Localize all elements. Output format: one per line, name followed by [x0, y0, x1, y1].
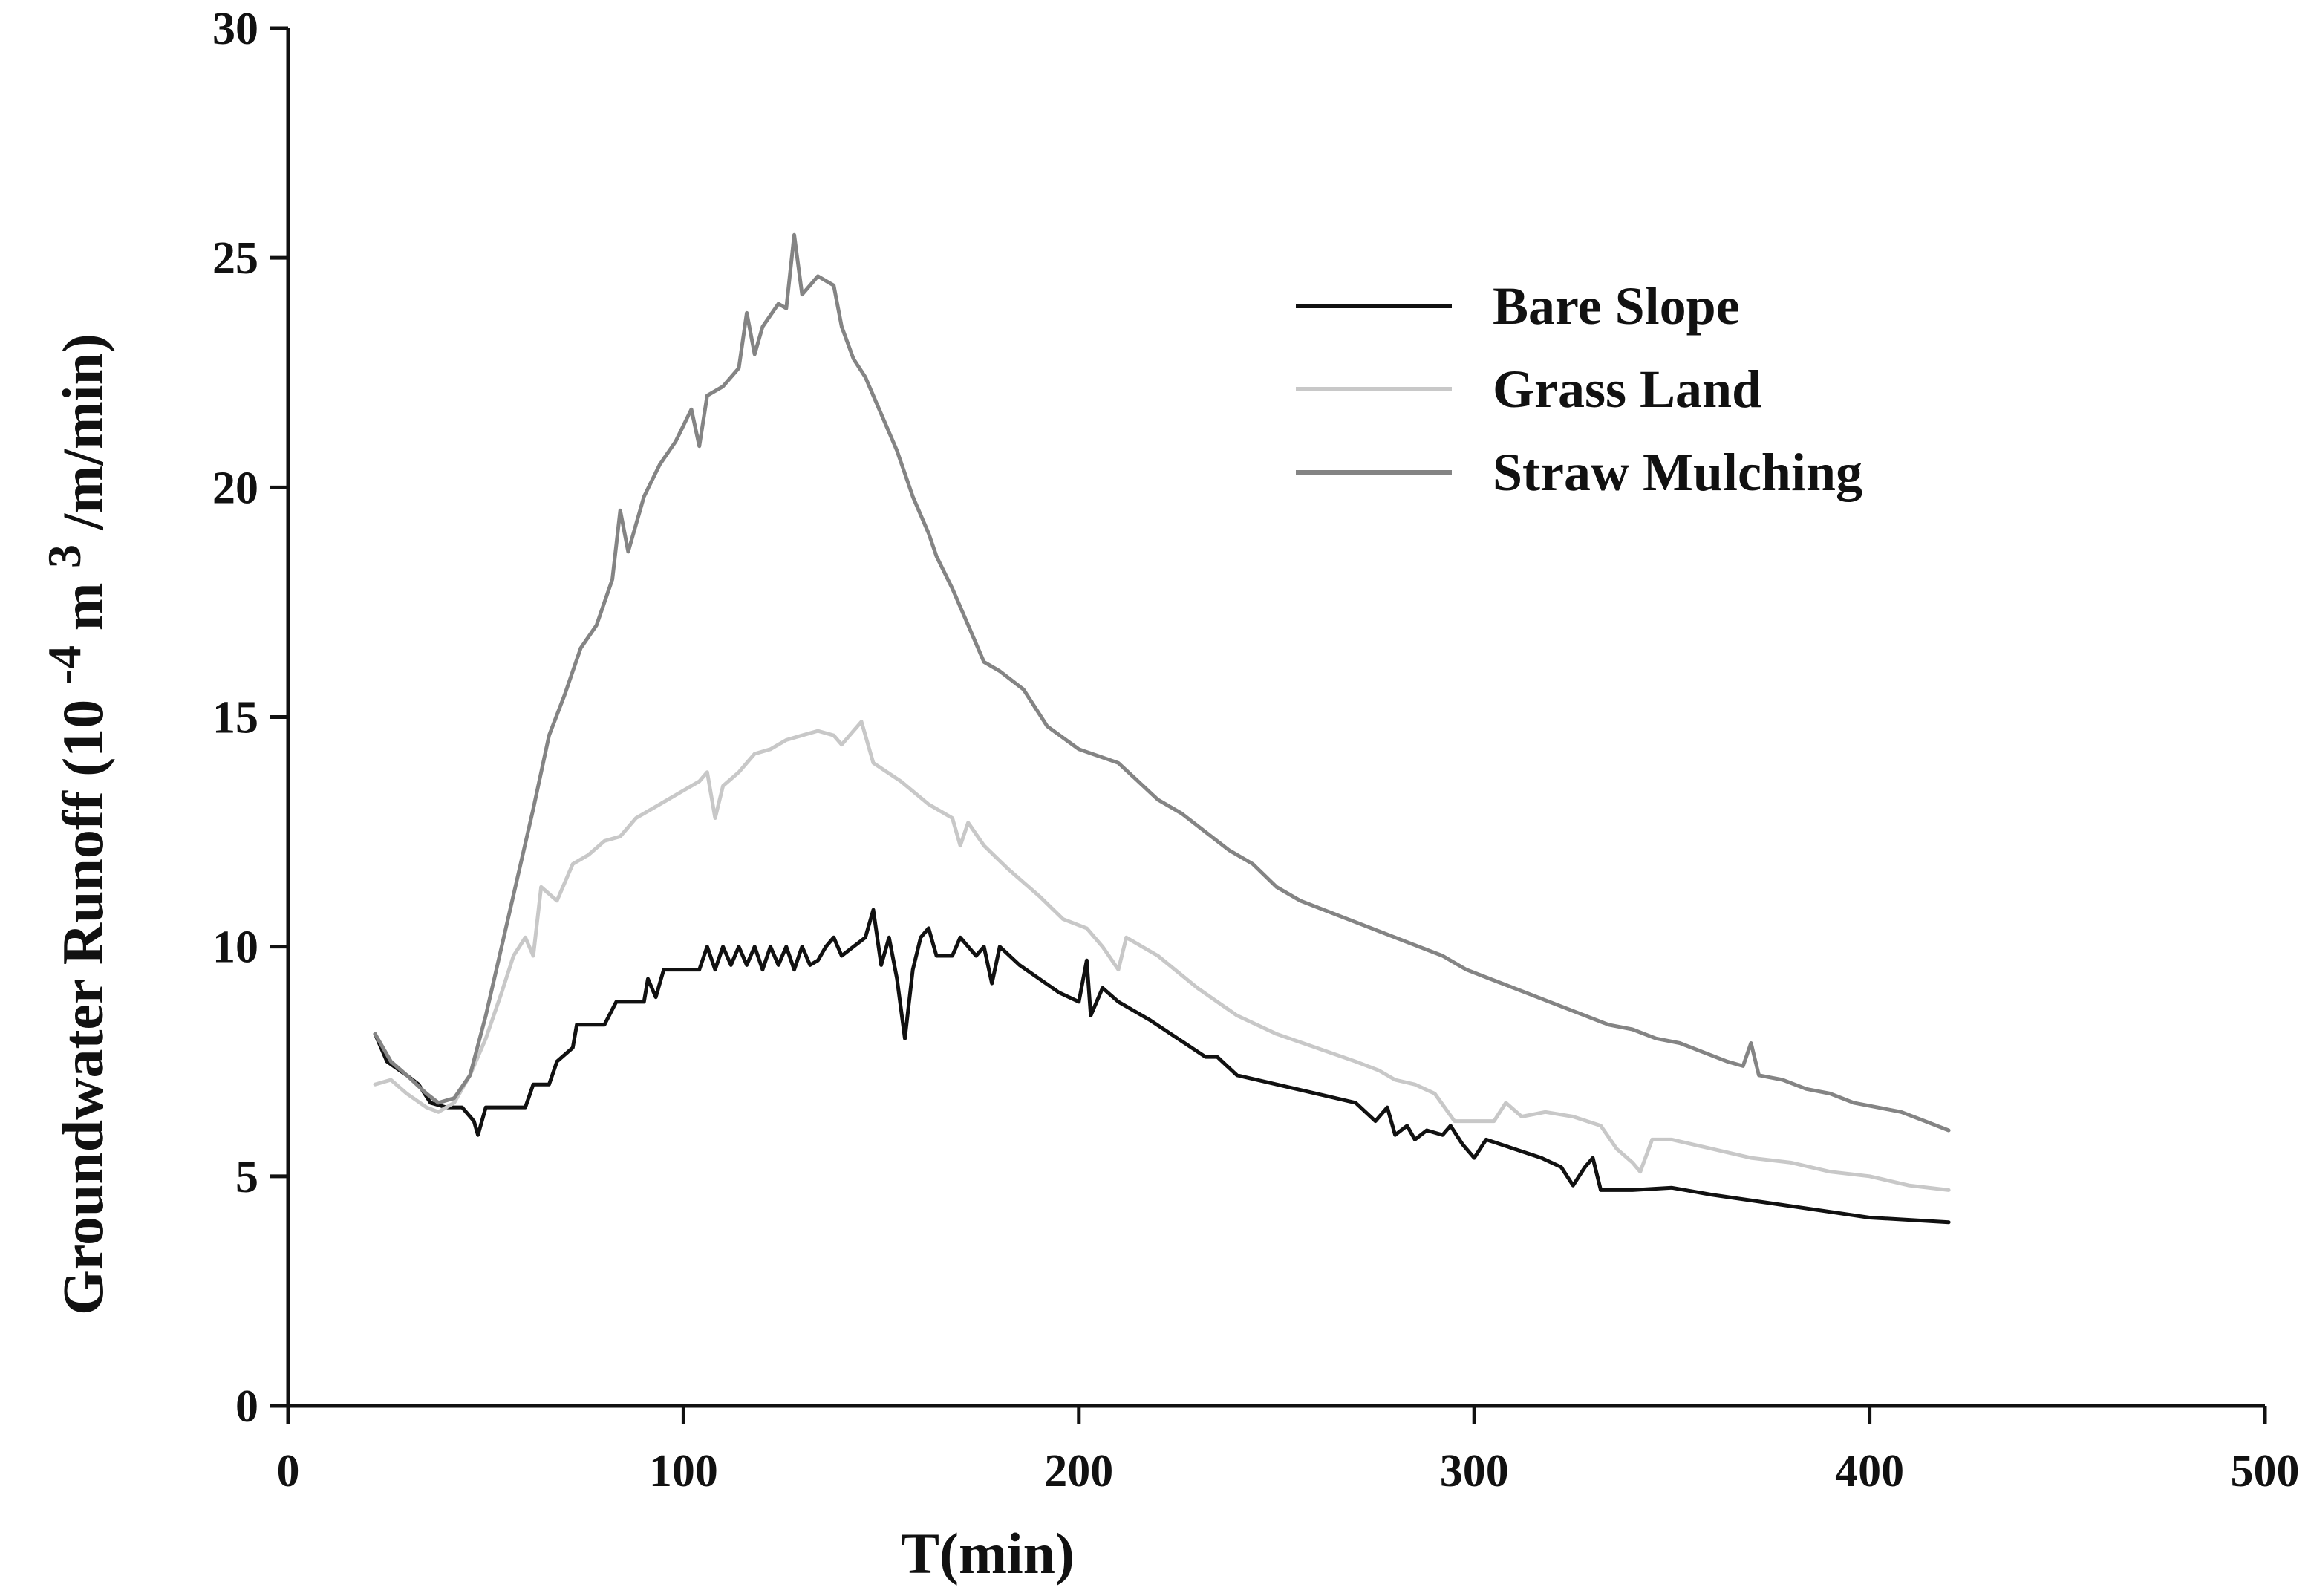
legend-label-grass-land: Grass Land [1493, 359, 1761, 419]
x-axis-title: T(min) [901, 1521, 1075, 1586]
y-tick-label: 10 [212, 922, 258, 973]
series-line-grass-land [373, 720, 1951, 1192]
legend: Bare Slope Grass Land Straw Mulching [1296, 276, 1862, 502]
y-axis-title-suffix: /m/min) [50, 333, 115, 530]
x-tick-label: 500 [2231, 1446, 2300, 1496]
series-line-straw-mulching [373, 232, 1951, 1133]
y-tick-label: 30 [212, 4, 258, 54]
x-tick-label: 300 [1440, 1446, 1509, 1496]
x-tick-label: 400 [1835, 1446, 1904, 1496]
y-tick-label: 5 [235, 1152, 258, 1202]
y-axis-title-prefix: Groundwater Runoff (10 [50, 700, 115, 1315]
y-axis-title: Groundwater Runoff (10 -4 m 3 /m/min) [28, 333, 115, 1315]
series-line-bare-slope [373, 908, 1951, 1225]
y-axis-title-exp2: 3 [38, 544, 91, 568]
y-axis-title-unit: m [50, 582, 115, 631]
y-tick-label: 25 [212, 233, 258, 284]
y-axis-title-exp1: -4 [38, 645, 91, 685]
legend-label-straw-mulching: Straw Mulching [1493, 443, 1862, 502]
y-tick-label: 15 [212, 693, 258, 743]
legend-label-bare-slope: Bare Slope [1493, 276, 1740, 336]
x-tick-label: 0 [277, 1446, 300, 1496]
y-tick-label: 20 [212, 463, 258, 513]
y-tick-label: 0 [235, 1381, 258, 1432]
x-tick-label: 200 [1044, 1446, 1113, 1496]
series-lines [373, 232, 1951, 1225]
x-tick-label: 100 [649, 1446, 718, 1496]
